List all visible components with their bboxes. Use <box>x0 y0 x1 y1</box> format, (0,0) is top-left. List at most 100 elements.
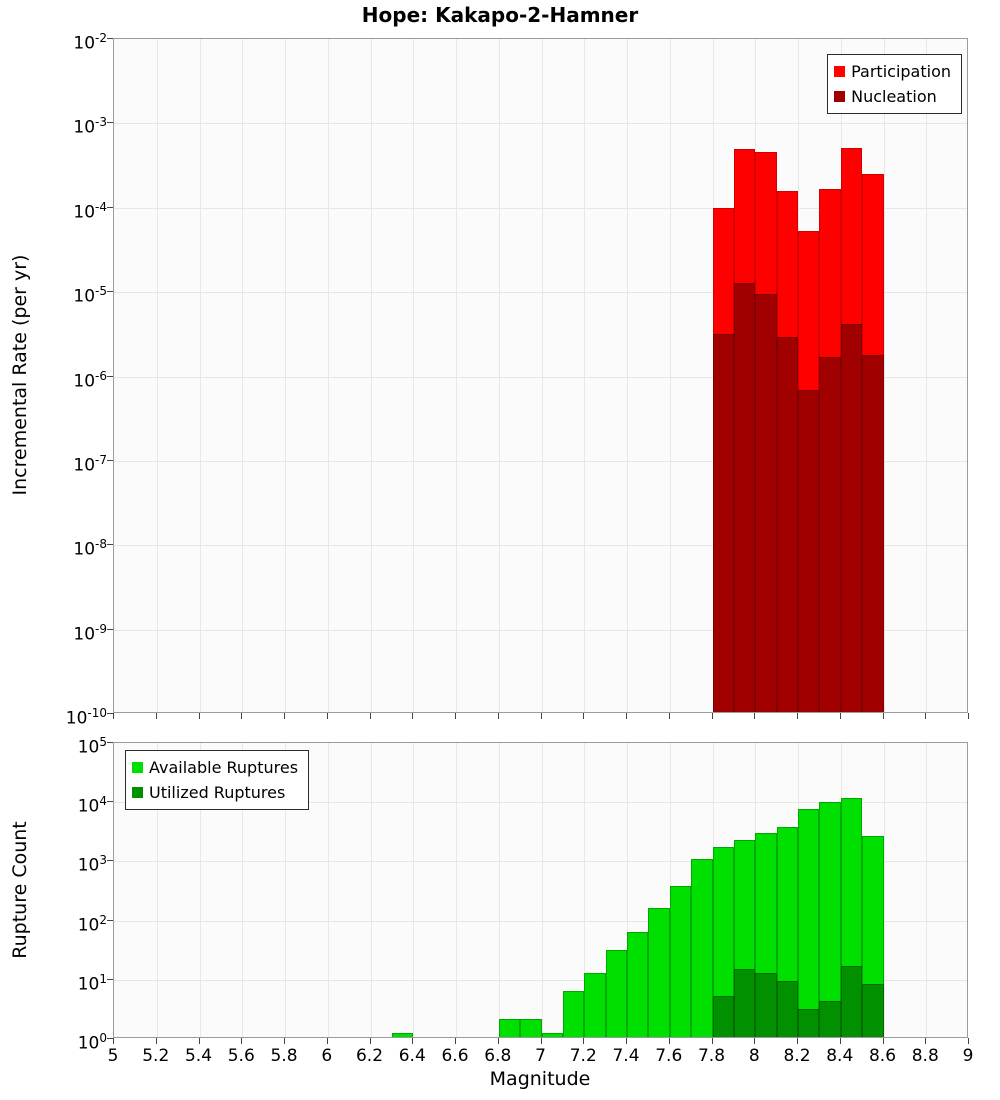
x-tick-mark <box>583 1038 585 1044</box>
x-tick-mark <box>540 1038 542 1044</box>
gridline-vertical <box>456 743 457 1037</box>
legend-item-nucleation: Nucleation <box>834 84 951 109</box>
x-tick-label: 6.8 <box>484 1046 512 1066</box>
gridline-vertical <box>327 39 329 712</box>
bar-nucleation <box>819 357 841 712</box>
y-tick-label: 103 <box>77 853 107 877</box>
x-tick-label: 8.8 <box>911 1046 939 1066</box>
x-axis-label: Magnitude <box>489 1068 591 1090</box>
x-tick-label: 5.4 <box>184 1046 213 1066</box>
x-tick-mark <box>668 713 670 719</box>
y-tick-label: 10-2 <box>73 31 107 54</box>
y-tick-label: 102 <box>77 912 107 936</box>
gridline-horizontal <box>114 376 967 378</box>
participation-swatch-icon <box>834 66 846 77</box>
x-tick-mark <box>155 1038 157 1044</box>
x-tick-mark <box>284 713 285 719</box>
bar-nucleation <box>798 390 820 712</box>
x-tick-mark <box>754 1038 756 1044</box>
legend-top: Participation Nucleation <box>827 54 962 114</box>
y-tick-mark <box>107 1038 113 1039</box>
x-tick-mark <box>369 1038 371 1044</box>
x-tick-mark <box>839 713 841 719</box>
gridline-horizontal <box>114 629 967 631</box>
bar-available-ruptures <box>562 990 585 1037</box>
y-tick-mark <box>107 713 113 714</box>
y-tick-mark <box>107 860 113 862</box>
x-tick-mark <box>711 1038 713 1044</box>
gridline-vertical <box>926 39 928 712</box>
bar-utilized-ruptures <box>840 965 863 1037</box>
y-tick-label: 10-5 <box>73 284 107 307</box>
bar-utilized-ruptures <box>755 973 777 1037</box>
gridline-vertical <box>242 743 244 1037</box>
x-tick-mark <box>968 713 969 719</box>
gridline-vertical <box>370 743 372 1037</box>
x-tick-mark <box>925 1038 927 1044</box>
bar-nucleation <box>733 283 756 712</box>
y-axis-label-top: Incremental Rate (per yr) <box>9 254 31 496</box>
x-tick-label: 6 <box>321 1046 333 1066</box>
bar-available-ruptures <box>669 886 692 1037</box>
bar-available-ruptures <box>498 1019 521 1037</box>
legend-item-participation: Participation <box>834 59 951 84</box>
bar-utilized-ruptures <box>798 1008 820 1037</box>
bar-available-ruptures <box>712 847 734 1037</box>
x-tick-label: 9 <box>962 1046 974 1066</box>
gridline-vertical <box>285 39 286 712</box>
gridline-vertical <box>327 743 329 1037</box>
y-tick-mark <box>107 122 113 124</box>
gridline-horizontal <box>114 292 967 294</box>
y-tick-mark <box>107 978 113 980</box>
legend-label-available-ruptures: Available Ruptures <box>149 758 299 777</box>
x-tick-mark <box>626 713 627 719</box>
x-tick-label: 6.6 <box>441 1046 469 1066</box>
y-tick-mark <box>107 291 113 293</box>
gridline-vertical <box>498 743 500 1037</box>
gridline-vertical <box>413 39 415 712</box>
gridline-vertical <box>156 39 158 712</box>
x-tick-mark <box>797 713 798 719</box>
y-tick-mark <box>107 459 113 461</box>
y-tick-label: 10-3 <box>73 115 107 139</box>
x-tick-label: 5.6 <box>227 1046 255 1066</box>
x-tick-mark <box>326 713 328 719</box>
gridline-vertical <box>883 743 885 1037</box>
legend-bottom: Available Ruptures Utilized Ruptures <box>125 750 310 810</box>
legend-label-participation: Participation <box>851 62 951 81</box>
gridline-vertical <box>199 39 201 712</box>
x-tick-mark <box>839 1038 841 1044</box>
bar-nucleation <box>840 323 863 712</box>
x-tick-mark <box>455 713 456 719</box>
x-tick-mark <box>198 1038 200 1044</box>
x-tick-mark <box>113 713 114 719</box>
y-tick-mark <box>107 919 113 921</box>
y-tick-mark <box>107 206 113 208</box>
x-tick-label: 7.4 <box>612 1046 640 1066</box>
gridline-vertical <box>156 743 158 1037</box>
x-tick-mark <box>797 1038 798 1044</box>
y-tick-mark <box>107 801 113 803</box>
legend-label-utilized-ruptures: Utilized Ruptures <box>149 783 286 802</box>
bar-available-ruptures <box>605 949 627 1037</box>
x-tick-label: 5.2 <box>142 1046 170 1066</box>
y-tick-label: 10-9 <box>73 621 107 645</box>
x-tick-mark <box>882 713 884 719</box>
x-tick-mark <box>626 1038 627 1044</box>
y-tick-label: 104 <box>77 794 107 817</box>
gridline-vertical <box>669 39 671 712</box>
x-tick-label: 7.8 <box>697 1046 726 1066</box>
gridline-vertical <box>199 743 201 1037</box>
bar-nucleation <box>776 336 798 712</box>
bar-nucleation <box>712 334 734 712</box>
x-tick-label: 7.2 <box>569 1046 597 1066</box>
x-tick-label: 5.8 <box>270 1046 298 1066</box>
x-tick-label: 5 <box>107 1046 119 1066</box>
gridline-vertical <box>242 39 244 712</box>
legend-item-available-ruptures: Available Ruptures <box>132 755 298 780</box>
bar-utilized-ruptures <box>712 995 734 1037</box>
x-tick-mark <box>497 1038 499 1044</box>
x-tick-mark <box>540 713 542 719</box>
x-tick-mark <box>583 713 585 719</box>
bar-utilized-ruptures <box>733 969 756 1037</box>
